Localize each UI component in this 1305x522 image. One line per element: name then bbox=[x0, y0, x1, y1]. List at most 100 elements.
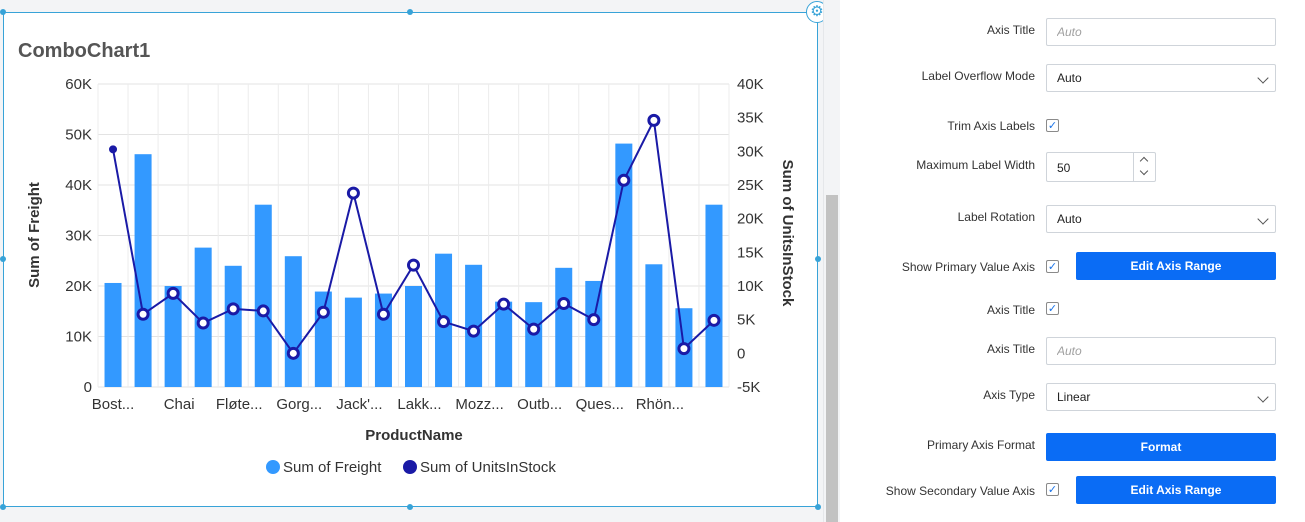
x-tick-label: Bost... bbox=[92, 396, 135, 413]
bar bbox=[495, 301, 513, 387]
show-primary-value-axis-label: Show Primary Value Axis bbox=[901, 260, 1035, 274]
x-axis-title: ProductName bbox=[365, 427, 463, 444]
secondary-axis-title-input[interactable] bbox=[1046, 337, 1276, 365]
y-tick-label: 30K bbox=[65, 228, 92, 245]
chevron-down-icon bbox=[1257, 72, 1269, 84]
x-tick-label: Ques... bbox=[576, 396, 624, 413]
y2-tick-label: 30K bbox=[737, 143, 764, 160]
trim-axis-labels-checkbox[interactable]: ✓ bbox=[1046, 119, 1059, 132]
resize-handle-top-left[interactable] bbox=[0, 9, 6, 15]
line-point bbox=[256, 304, 270, 318]
line-point bbox=[407, 258, 420, 272]
line-point bbox=[437, 315, 451, 329]
line-point bbox=[707, 313, 721, 327]
resize-handle-bottom[interactable] bbox=[407, 504, 413, 510]
legend-label: Sum of Freight bbox=[283, 459, 382, 476]
bar bbox=[104, 282, 122, 387]
label-rotation-select[interactable]: Auto bbox=[1046, 205, 1276, 233]
line-point bbox=[136, 307, 150, 321]
x-tick-label: Chai bbox=[164, 396, 195, 413]
line-point bbox=[109, 145, 118, 154]
chevron-down-icon bbox=[1257, 213, 1269, 225]
gear-icon[interactable]: ⚙ bbox=[806, 1, 828, 23]
bar bbox=[555, 267, 573, 387]
line-point bbox=[677, 342, 691, 356]
bar bbox=[164, 286, 182, 387]
y-tick-label: 10K bbox=[65, 329, 92, 346]
maximum-label-width-stepper[interactable]: 50 bbox=[1046, 152, 1156, 182]
x-tick-label: Jack'... bbox=[336, 396, 382, 413]
bar bbox=[585, 280, 603, 387]
line-point bbox=[286, 346, 300, 360]
bar bbox=[645, 264, 663, 387]
label-overflow-mode-label: Label Overflow Mode bbox=[921, 69, 1035, 83]
axis-title-checkbox[interactable]: ✓ bbox=[1046, 302, 1059, 315]
maximum-label-width-value: 50 bbox=[1057, 161, 1071, 175]
resize-handle-top[interactable] bbox=[407, 9, 413, 15]
chart-title: ComboChart1 bbox=[18, 40, 151, 62]
edit-secondary-axis-range-button[interactable]: Edit Axis Range bbox=[1076, 476, 1276, 504]
combo-chart-widget[interactable]: ComboChart1 0 10K 20K 30K 40K 50K 60K -5K 0 5K 10K… bbox=[3, 12, 818, 507]
combo-chart: 0 10K 20K 30K 40K 50K 60K -5K 0 5K 10K 15K 20K 25K 30K… bbox=[26, 76, 796, 476]
axis-title-toggle-label: Axis Title bbox=[986, 303, 1035, 317]
line-point bbox=[316, 305, 330, 319]
bar bbox=[525, 302, 543, 387]
y-tick-label: 60K bbox=[65, 76, 92, 93]
edit-axis-range-button[interactable]: Edit Axis Range bbox=[1076, 252, 1276, 280]
label-overflow-mode-value: Auto bbox=[1057, 71, 1082, 85]
y2-tick-label: 10K bbox=[737, 278, 764, 295]
label-rotation-value: Auto bbox=[1057, 212, 1082, 226]
y2-tick-label: 20K bbox=[737, 211, 764, 228]
chevron-up-icon[interactable] bbox=[1139, 156, 1149, 166]
axis-type-label: Axis Type bbox=[983, 388, 1035, 402]
properties-panel: Axis Title Label Overflow Mode Auto Trim… bbox=[840, 0, 1305, 522]
line-point bbox=[376, 307, 390, 321]
axis-title-input[interactable] bbox=[1046, 18, 1276, 46]
line-point bbox=[196, 316, 210, 330]
axis-type-value: Linear bbox=[1057, 390, 1091, 404]
bar bbox=[224, 265, 242, 387]
primary-axis-format-label: Primary Axis Format bbox=[926, 438, 1035, 452]
show-secondary-value-axis-label: Show Secondary Value Axis bbox=[885, 484, 1035, 498]
y2-tick-label: 40K bbox=[737, 76, 764, 93]
y-axis-title: Sum of Freight bbox=[26, 182, 43, 288]
resize-handle-right[interactable] bbox=[815, 256, 821, 262]
show-primary-value-axis-checkbox[interactable]: ✓ bbox=[1046, 260, 1059, 273]
y-tick-label: 20K bbox=[65, 278, 92, 295]
chevron-down-icon bbox=[1257, 391, 1269, 403]
secondary-axis-title-label: Axis Title bbox=[986, 342, 1035, 356]
resize-handle-left[interactable] bbox=[0, 256, 6, 262]
bar bbox=[405, 286, 422, 387]
y-tick-label: 40K bbox=[65, 177, 92, 194]
line-point bbox=[587, 313, 601, 327]
y2-axis-title: Sum of UnitsInStock bbox=[779, 160, 796, 307]
bar bbox=[705, 204, 723, 387]
y2-tick-label: 35K bbox=[737, 110, 764, 127]
line-point bbox=[497, 297, 511, 311]
x-tick-label: Fløte... bbox=[216, 396, 263, 413]
legend-marker bbox=[403, 460, 417, 474]
vertical-scrollbar[interactable] bbox=[823, 0, 840, 522]
label-rotation-label: Label Rotation bbox=[957, 210, 1035, 224]
x-tick-label: Mozz... bbox=[455, 396, 503, 413]
y-tick-label: 0 bbox=[84, 379, 92, 396]
line-point bbox=[166, 286, 180, 300]
format-button[interactable]: Format bbox=[1046, 433, 1276, 461]
maximum-label-width-label: Maximum Label Width bbox=[916, 158, 1035, 172]
line-point bbox=[617, 173, 631, 187]
label-overflow-mode-select[interactable]: Auto bbox=[1046, 64, 1276, 92]
resize-handle-bottom-right[interactable] bbox=[815, 504, 821, 510]
chevron-down-icon[interactable] bbox=[1139, 166, 1149, 176]
scrollbar-thumb[interactable] bbox=[826, 195, 838, 522]
line-point bbox=[467, 324, 481, 338]
show-secondary-value-axis-checkbox[interactable]: ✓ bbox=[1046, 483, 1059, 496]
axis-type-select[interactable]: Linear bbox=[1046, 383, 1276, 411]
stepper-buttons[interactable] bbox=[1133, 153, 1155, 181]
x-tick-label: Lakk... bbox=[397, 396, 441, 413]
legend-label: Sum of UnitsInStock bbox=[420, 459, 556, 476]
resize-handle-bottom-left[interactable] bbox=[0, 504, 6, 510]
bar bbox=[374, 293, 392, 387]
x-tick-label: Outb... bbox=[517, 396, 562, 413]
bar bbox=[254, 204, 272, 387]
y2-tick-label: 0 bbox=[737, 345, 745, 362]
